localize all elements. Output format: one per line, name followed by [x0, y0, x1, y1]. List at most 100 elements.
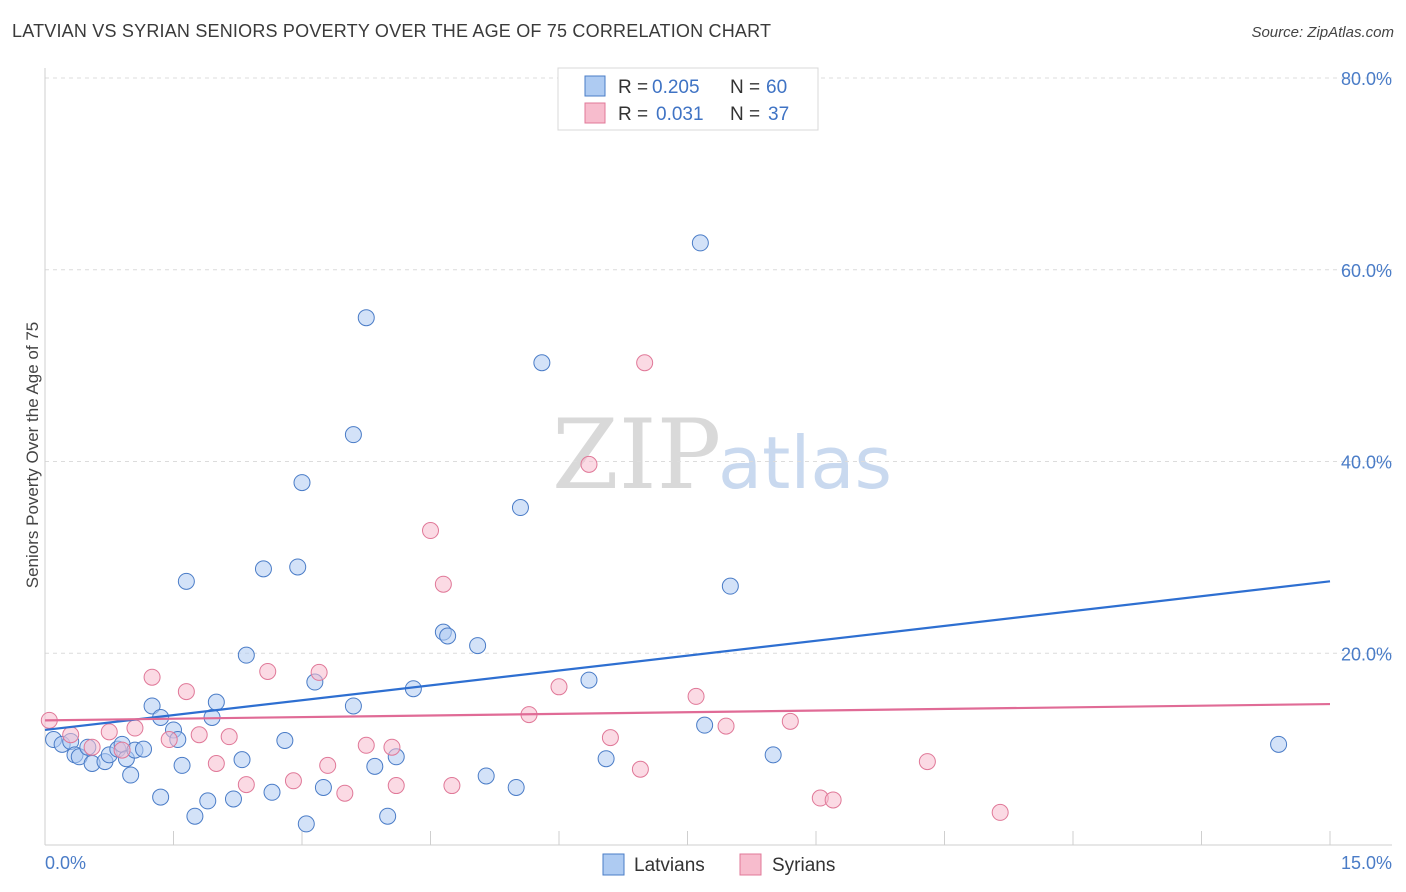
y-tick-label-2: 60.0% — [1341, 261, 1392, 281]
point-syrians-36 — [991, 803, 1009, 821]
legend-n-value-latvians: 60 — [766, 77, 787, 98]
point-latvians-34 — [297, 815, 315, 833]
point-latvians-17 — [152, 788, 170, 806]
legend-bottom: Latvians Syrians — [602, 853, 835, 876]
trend-lines — [44, 580, 1331, 732]
point-syrians-22 — [434, 575, 452, 593]
legend-r-label-syrians: R = — [618, 104, 648, 125]
point-latvians-54 — [691, 234, 709, 252]
point-latvians-47 — [477, 767, 495, 785]
point-latvians-29 — [254, 560, 272, 578]
point-syrians-25 — [550, 678, 568, 696]
point-latvians-32 — [289, 558, 307, 576]
point-syrians-18 — [357, 736, 375, 754]
point-latvians-36 — [314, 778, 332, 796]
legend-swatch-syrians — [584, 102, 606, 124]
watermark: ZIP atlas — [552, 399, 892, 511]
point-latvians-53 — [696, 716, 714, 734]
point-syrians-11 — [220, 728, 238, 746]
point-syrians-26 — [580, 455, 598, 473]
point-latvians-33 — [293, 474, 311, 492]
series-syrians-points — [40, 354, 1009, 821]
point-syrians-21 — [422, 522, 439, 540]
point-syrians-27 — [601, 729, 619, 747]
point-latvians-27 — [233, 751, 251, 769]
point-latvians-39 — [357, 309, 375, 327]
point-latvians-50 — [533, 354, 551, 372]
point-latvians-37 — [344, 697, 362, 715]
point-latvians-26 — [224, 790, 242, 808]
source-credit: Source: ZipAtlas.com — [1251, 24, 1394, 41]
point-syrians-14 — [284, 772, 302, 790]
point-syrians-1 — [62, 726, 80, 744]
y-tick-label-1: 40.0% — [1341, 453, 1392, 473]
point-latvians-52 — [597, 750, 615, 768]
point-syrians-28 — [631, 760, 649, 778]
chart-title: LATVIAN VS SYRIAN SENIORS POVERTY OVER T… — [12, 21, 772, 41]
point-latvians-57 — [1270, 735, 1288, 753]
trend-line-syrians — [44, 702, 1331, 722]
point-syrians-31 — [717, 717, 735, 735]
x-tick-labels: 0.0% 15.0% — [45, 853, 1392, 873]
point-syrians-17 — [336, 784, 354, 802]
x-tick-label-0: 0.0% — [45, 853, 86, 873]
point-syrians-13 — [259, 662, 277, 680]
legend-bottom-label-latvians: Latvians — [634, 855, 705, 876]
y-tick-label-3: 80.0% — [1341, 69, 1392, 89]
watermark-zip: ZIP — [552, 399, 721, 511]
legend-bottom-swatch-latvians — [602, 853, 625, 876]
trend-line-latvians — [44, 580, 1331, 732]
point-syrians-15 — [310, 663, 328, 681]
point-latvians-31 — [276, 731, 294, 749]
point-latvians-41 — [379, 807, 397, 825]
legend-r-value-latvians: 0.205 — [652, 77, 700, 98]
watermark-atlas: atlas — [718, 421, 892, 505]
legend-top: R = 0.205 N = 60 R = 0.031 N = 37 — [557, 67, 819, 131]
legend-bottom-label-syrians: Syrians — [772, 855, 835, 876]
point-syrians-7 — [160, 731, 178, 749]
point-latvians-15 — [143, 697, 161, 715]
x-tick-label-1: 15.0% — [1341, 853, 1392, 873]
point-syrians-2 — [83, 738, 101, 756]
legend-r-label-latvians: R = — [618, 77, 648, 98]
point-syrians-16 — [319, 756, 337, 774]
point-syrians-8 — [177, 683, 195, 701]
point-syrians-20 — [387, 777, 405, 795]
point-latvians-49 — [511, 499, 529, 517]
point-latvians-46 — [469, 637, 487, 655]
point-syrians-6 — [143, 668, 161, 686]
y-tick-labels: 20.0% 40.0% 60.0% 80.0% — [1341, 69, 1392, 664]
point-latvians-25 — [207, 693, 225, 711]
point-latvians-40 — [366, 757, 384, 775]
point-syrians-32 — [781, 712, 799, 730]
legend-r-value-syrians: 0.031 — [656, 104, 704, 125]
point-syrians-19 — [383, 738, 401, 756]
point-syrians-12 — [237, 776, 255, 794]
point-latvians-12 — [122, 766, 140, 784]
legend-n-label-latvians: N = — [730, 77, 760, 98]
point-syrians-5 — [126, 719, 144, 737]
point-syrians-4 — [113, 741, 131, 759]
point-syrians-30 — [687, 687, 705, 705]
point-syrians-23 — [443, 777, 461, 795]
legend-n-label-syrians: N = — [730, 104, 760, 125]
legend-n-value-syrians: 37 — [768, 104, 789, 125]
point-latvians-56 — [764, 746, 782, 764]
point-latvians-28 — [237, 646, 255, 664]
gridlines — [45, 77, 1392, 654]
series-latvians-points — [45, 234, 1288, 833]
point-latvians-48 — [507, 778, 525, 796]
point-latvians-55 — [721, 577, 739, 595]
point-latvians-38 — [344, 426, 362, 444]
point-latvians-14 — [135, 740, 153, 758]
point-syrians-29 — [636, 354, 654, 372]
point-latvians-23 — [199, 792, 217, 810]
point-latvians-51 — [580, 671, 598, 689]
point-latvians-20 — [173, 756, 191, 774]
point-latvians-22 — [186, 807, 204, 825]
point-syrians-10 — [207, 755, 225, 773]
point-syrians-34 — [824, 791, 842, 809]
legend-bottom-swatch-syrians — [739, 853, 762, 876]
point-latvians-45 — [439, 627, 457, 645]
